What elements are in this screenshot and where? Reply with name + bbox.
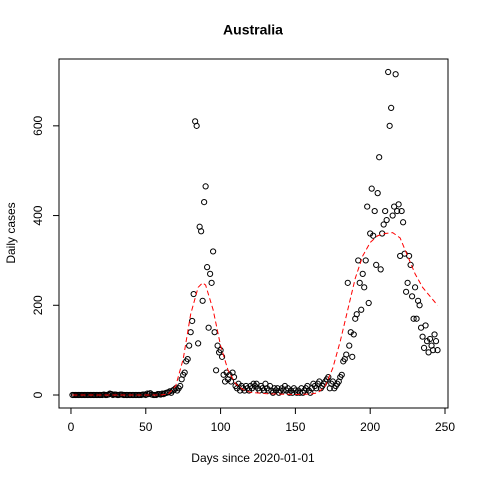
x-tick-label: 150 <box>285 420 305 434</box>
data-point <box>420 344 428 351</box>
data-point <box>403 288 410 295</box>
data-point <box>410 315 417 322</box>
data-point <box>382 207 389 215</box>
data-point <box>338 371 345 378</box>
data-point <box>195 340 202 347</box>
data-point <box>383 216 390 224</box>
data-point <box>404 279 411 286</box>
data-point <box>374 190 381 197</box>
data-point <box>388 104 395 111</box>
data-point <box>395 201 402 208</box>
x-tick-label: 100 <box>211 420 231 434</box>
x-tick-label: 0 <box>68 420 75 434</box>
x-tick-label: 200 <box>360 420 380 434</box>
data-point <box>207 270 214 277</box>
data-point <box>344 279 351 286</box>
data-point <box>189 317 196 325</box>
data-point <box>426 335 434 343</box>
data-point <box>368 185 375 192</box>
data-point <box>356 279 363 286</box>
data-point <box>204 264 211 271</box>
data-point <box>211 329 218 336</box>
data-point <box>177 382 184 390</box>
data-point <box>419 333 426 340</box>
data-point <box>343 351 350 358</box>
data-point <box>434 347 441 354</box>
data-point <box>202 183 209 190</box>
data-point <box>431 331 438 338</box>
data-point <box>184 356 191 363</box>
data-point <box>380 221 387 228</box>
data-point <box>422 322 429 329</box>
data-point <box>201 198 208 206</box>
data-point <box>385 68 392 76</box>
data-point <box>389 212 396 219</box>
data-point <box>350 331 357 338</box>
fit-line <box>72 232 438 396</box>
data-point <box>349 353 356 360</box>
data-point <box>359 270 366 277</box>
data-point <box>199 297 206 304</box>
data-point <box>432 338 440 345</box>
data-point <box>398 207 405 215</box>
data-point <box>377 266 384 273</box>
data-point <box>413 315 420 322</box>
chart-title: Australia <box>223 22 283 38</box>
data-point <box>411 284 419 291</box>
data-point <box>353 311 360 318</box>
data-point <box>370 232 377 239</box>
x-tick-label: 250 <box>435 420 455 434</box>
data-point <box>358 306 365 313</box>
data-point <box>217 347 224 354</box>
x-axis-label: Days since 2020-01-01 <box>191 451 315 465</box>
y-axis-label: Daily cases <box>4 202 18 263</box>
data-point <box>364 203 371 210</box>
data-point <box>361 284 368 291</box>
data-point <box>210 248 217 255</box>
data-point <box>205 324 212 331</box>
data-point <box>193 122 200 129</box>
data-point <box>181 369 188 376</box>
data-point <box>394 207 401 215</box>
data-point <box>227 378 235 385</box>
data-point <box>371 207 378 215</box>
data-point <box>198 228 205 235</box>
data-point <box>416 302 423 309</box>
data-point <box>346 342 353 349</box>
x-tick-label: 50 <box>139 420 153 434</box>
data-point <box>218 353 226 360</box>
data-point <box>365 299 372 307</box>
data-point <box>373 261 380 269</box>
y-tick-label: 400 <box>31 205 45 225</box>
y-tick-label: 600 <box>31 116 45 136</box>
y-tick-label: 0 <box>31 391 45 398</box>
data-point <box>429 347 437 354</box>
data-point <box>208 279 215 286</box>
data-point <box>400 219 407 226</box>
data-point <box>362 257 369 264</box>
y-tick-label: 200 <box>31 295 45 315</box>
data-point <box>408 293 416 300</box>
data-point <box>212 367 220 374</box>
data-point <box>186 342 193 349</box>
data-point <box>325 373 332 381</box>
data-point <box>376 154 383 161</box>
data-point <box>386 122 393 129</box>
data-point <box>392 71 399 78</box>
